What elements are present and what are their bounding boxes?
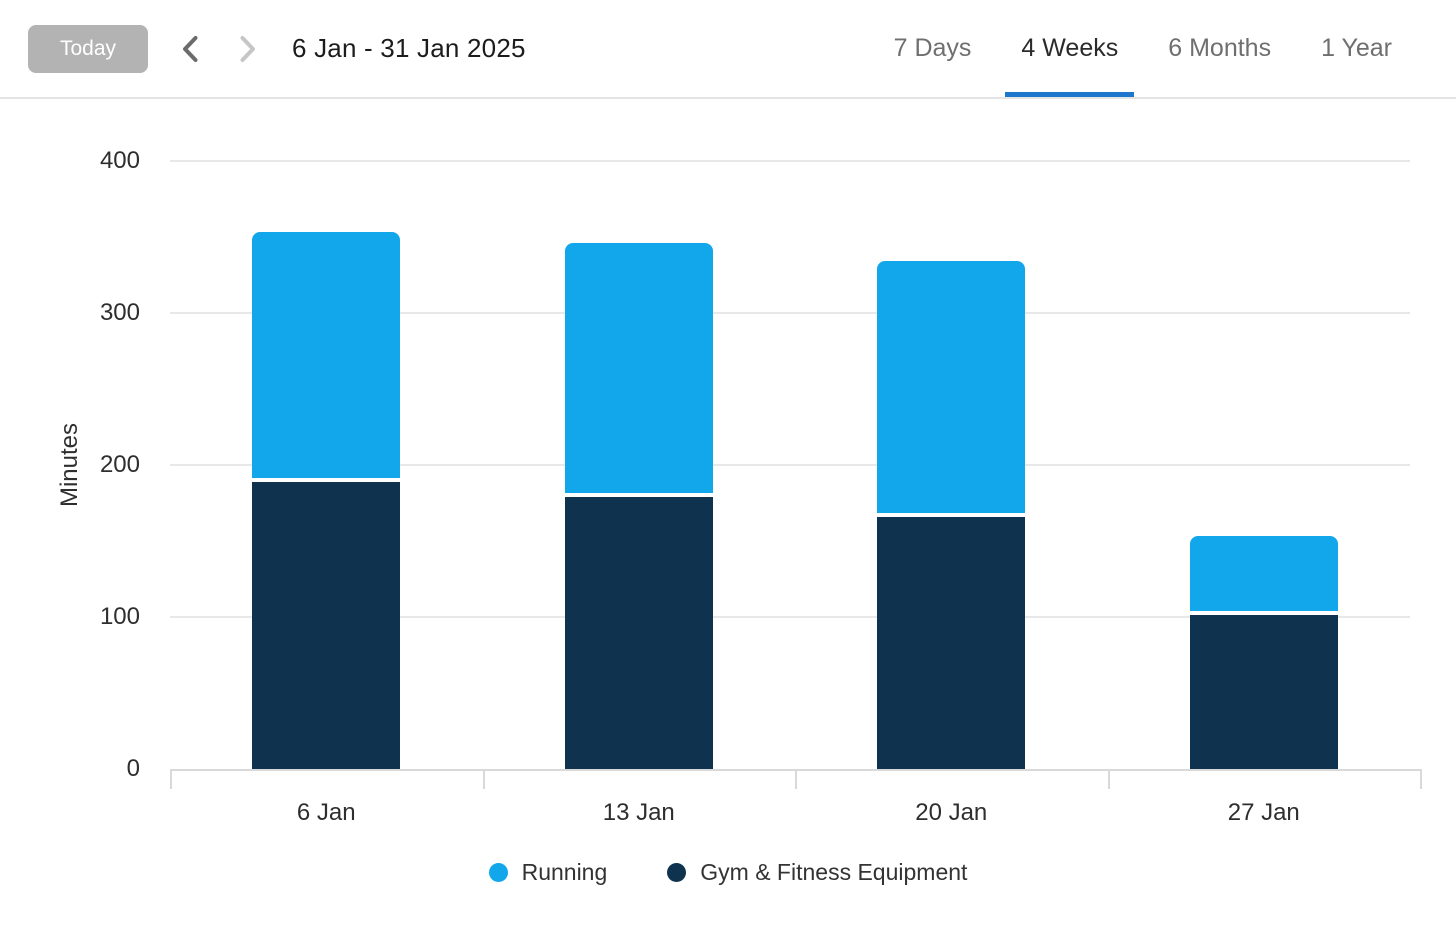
gridline — [170, 616, 1410, 618]
tab-1-year[interactable]: 1 Year — [1321, 34, 1392, 62]
y-tick-label: 300 — [99, 299, 140, 326]
bar-segment-running[interactable] — [877, 261, 1026, 517]
gridline — [170, 312, 1410, 314]
y-tick-label: 100 — [99, 603, 140, 630]
y-tick-label: 0 — [126, 755, 140, 782]
legend-label: Gym & Fitness Equipment — [700, 859, 968, 885]
x-tick-label: 13 Jan — [602, 799, 675, 826]
tab-4-weeks[interactable]: 4 Weeks — [1005, 0, 1135, 97]
date-nav — [176, 34, 262, 64]
chevron-left-icon[interactable] — [176, 34, 204, 64]
bar-segment-running[interactable] — [564, 243, 713, 497]
period-tabs: 7 Days 4 Weeks 6 Months 1 Year — [878, 0, 1408, 97]
x-axis-tick — [170, 769, 172, 789]
stacked-bar-chart: Minutes Running Gym & Fitness Equipment 0… — [0, 99, 1456, 946]
x-tick-label: 6 Jan — [296, 799, 356, 826]
y-tick-label: 200 — [99, 451, 140, 478]
x-axis-tick — [1420, 769, 1422, 789]
x-axis-tick — [482, 769, 485, 789]
x-axis-tick — [795, 769, 797, 789]
bar-segment-gym-fitness-equipment[interactable] — [1189, 615, 1338, 769]
bar-segment-running[interactable] — [252, 232, 401, 482]
x-tick-label: 27 Jan — [1227, 799, 1300, 826]
gridline — [170, 160, 1410, 162]
bar-segment-gym-fitness-equipment[interactable] — [877, 516, 1026, 769]
legend-swatch-icon — [488, 863, 508, 882]
x-tick-label: 20 Jan — [915, 799, 988, 826]
today-button[interactable]: Today — [28, 24, 148, 73]
tab-6-months[interactable]: 6 Months — [1168, 34, 1272, 62]
tab-7-days[interactable]: 7 Days — [893, 34, 972, 62]
y-tick-label: 400 — [99, 147, 140, 174]
legend-swatch-icon — [667, 863, 687, 882]
legend-item-running[interactable]: Running — [488, 859, 608, 886]
legend-label: Running — [521, 859, 608, 885]
bar-segment-gym-fitness-equipment[interactable] — [252, 481, 401, 769]
date-range-label: 6 Jan - 31 Jan 2025 — [292, 33, 526, 63]
chart-legend: Running Gym & Fitness Equipment — [0, 859, 1456, 886]
gridline — [170, 464, 1410, 466]
chevron-right-icon[interactable] — [234, 34, 262, 64]
bar-segment-gym-fitness-equipment[interactable] — [564, 496, 713, 769]
x-axis-tick — [1107, 769, 1110, 789]
legend-item-gym-fitness-equipment[interactable]: Gym & Fitness Equipment — [667, 859, 967, 886]
toolbar: Today 6 Jan - 31 Jan 2025 7 Days 4 Weeks 6… — [0, 0, 1456, 99]
bar-segment-running[interactable] — [1189, 536, 1338, 616]
